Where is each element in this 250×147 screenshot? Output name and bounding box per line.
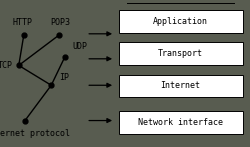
- Text: Transport: Transport: [158, 49, 203, 58]
- Text: Network interface: Network interface: [138, 118, 223, 127]
- Text: Internet: Internet: [160, 81, 200, 91]
- Text: Application: Application: [153, 17, 208, 26]
- FancyBboxPatch shape: [119, 42, 242, 65]
- FancyBboxPatch shape: [119, 111, 242, 134]
- Text: UDP: UDP: [72, 42, 88, 51]
- Text: POP3: POP3: [50, 18, 70, 27]
- Text: TCP: TCP: [0, 61, 12, 70]
- Text: Ethernet protocol: Ethernet protocol: [0, 129, 70, 138]
- FancyBboxPatch shape: [119, 75, 242, 97]
- FancyBboxPatch shape: [119, 10, 242, 33]
- Text: HTTP: HTTP: [12, 18, 32, 27]
- Text: IP: IP: [59, 73, 69, 82]
